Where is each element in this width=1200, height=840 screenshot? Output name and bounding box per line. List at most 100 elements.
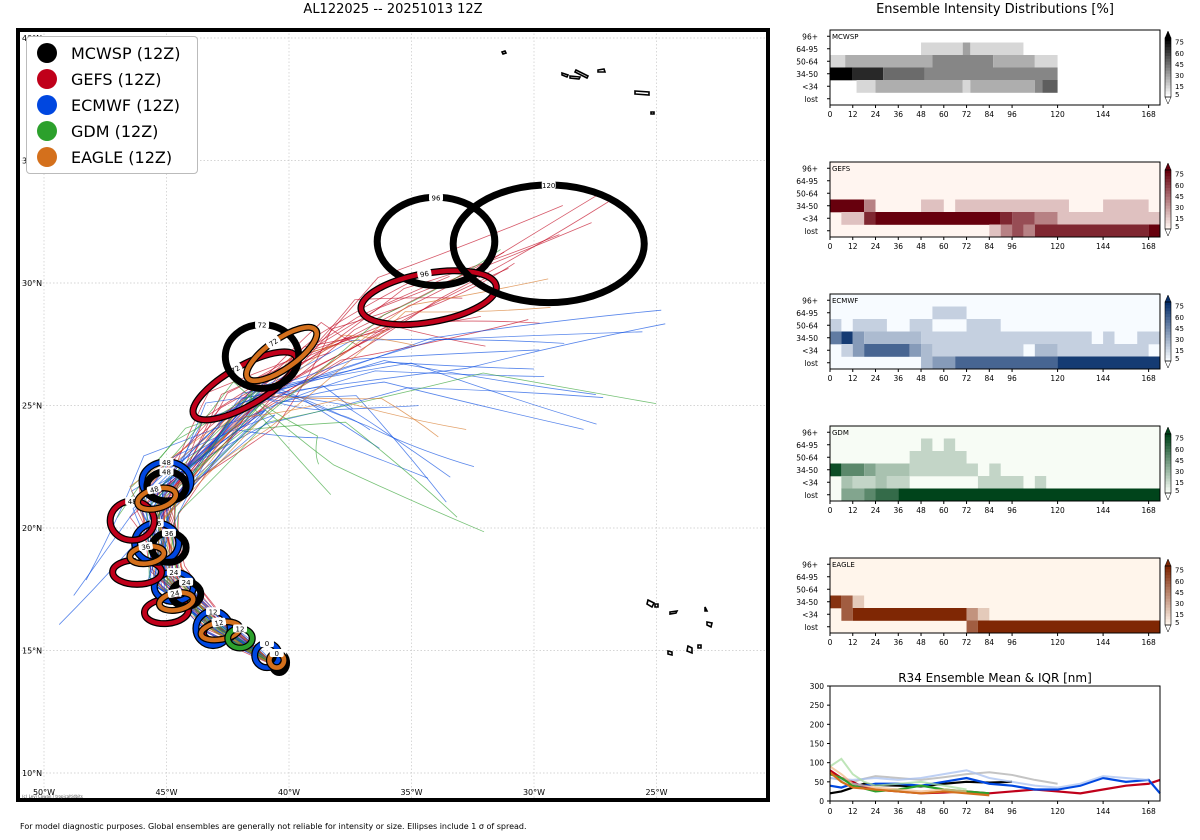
heatmap-cell bbox=[841, 488, 865, 502]
legend-label: GEFS (12Z) bbox=[71, 69, 162, 89]
heatmap-row-label: 50-64 bbox=[796, 321, 818, 330]
heatmap-x-tick: 12 bbox=[848, 638, 858, 647]
legend-label: ECMWF (12Z) bbox=[71, 95, 180, 115]
heatmap-cell bbox=[962, 42, 971, 56]
footnote: For model diagnostic purposes. Global en… bbox=[20, 822, 527, 831]
heatmap-row-label: lost bbox=[804, 95, 818, 104]
heatmap-cell bbox=[841, 476, 853, 489]
heatmap-cell bbox=[943, 438, 956, 452]
heatmap-row-label: lost bbox=[804, 623, 818, 632]
colorbar-step bbox=[1165, 322, 1171, 326]
colorbar-label: 15 bbox=[1175, 215, 1184, 223]
heatmap-cell bbox=[1000, 224, 1013, 238]
heatmap-cell bbox=[966, 620, 978, 634]
colorbar-label: 15 bbox=[1175, 347, 1184, 355]
colorbar-label: 5 bbox=[1175, 223, 1179, 231]
heatmap-cell bbox=[909, 463, 978, 477]
heatmap-x-tick: 48 bbox=[916, 374, 926, 383]
colorbar-step bbox=[1165, 460, 1171, 464]
colorbar-step bbox=[1165, 310, 1171, 315]
heatmap-x-tick: 168 bbox=[1141, 110, 1156, 119]
ellipse-hour-label: 36 bbox=[141, 543, 151, 552]
ellipse-label-bg bbox=[211, 617, 227, 628]
colorbar-label: 75 bbox=[1175, 171, 1184, 179]
heatmap-x-tick: 168 bbox=[1141, 242, 1156, 251]
heatmap-cell bbox=[921, 344, 933, 357]
colorbar-frame bbox=[1164, 565, 1172, 626]
forecast-ellipse: 24 bbox=[155, 588, 197, 614]
heatmap-x-tick: 144 bbox=[1096, 638, 1111, 647]
ellipse-hour-label: 0 bbox=[265, 640, 269, 648]
island bbox=[650, 111, 655, 115]
heatmap-row-label: lost bbox=[804, 227, 818, 236]
colorbar-step bbox=[1165, 331, 1171, 335]
heatmap-cell bbox=[921, 199, 944, 213]
heatmap-cell bbox=[864, 488, 876, 502]
island bbox=[704, 606, 709, 612]
heatmap-cell bbox=[852, 608, 967, 621]
ellipse-label-bg bbox=[429, 193, 443, 202]
r34-y-tick: 0 bbox=[819, 797, 824, 806]
colorbar-step bbox=[1165, 58, 1171, 62]
colorbar-step bbox=[1165, 313, 1171, 318]
heatmap-cell bbox=[909, 344, 922, 357]
heatmap-x-tick: 24 bbox=[871, 242, 881, 251]
island bbox=[686, 644, 693, 655]
heatmap-cell bbox=[830, 55, 846, 68]
heatmap-x-tick: 84 bbox=[985, 242, 995, 251]
colorbar-step bbox=[1165, 91, 1171, 95]
colorbar-step bbox=[1165, 346, 1171, 350]
colorbar-step bbox=[1165, 175, 1171, 180]
lon-tick-label: 45°W bbox=[155, 788, 177, 797]
colorbar-step bbox=[1165, 568, 1171, 573]
colorbar-label: 30 bbox=[1175, 468, 1184, 476]
heatmap-x-tick: 144 bbox=[1096, 374, 1111, 383]
island bbox=[646, 598, 656, 609]
colorbar-step bbox=[1165, 40, 1171, 45]
colorbar-step bbox=[1165, 442, 1171, 447]
heatmap-row-label: <34 bbox=[802, 82, 818, 91]
heatmap-row-label: 64-95 bbox=[796, 45, 818, 54]
heatmap-cell bbox=[864, 199, 876, 213]
heatmap-x-tick: 96 bbox=[1007, 110, 1017, 119]
ellipse-hour-label: 12 bbox=[236, 625, 245, 633]
heatmap-x-tick: 0 bbox=[828, 110, 833, 119]
heatmap-cell bbox=[977, 620, 1160, 634]
heatmap-x-tick: 60 bbox=[939, 638, 949, 647]
colorbar-step bbox=[1165, 445, 1171, 450]
colorbar-step bbox=[1165, 577, 1171, 582]
island bbox=[654, 603, 659, 608]
ellipse-hour-label: 72 bbox=[258, 322, 267, 330]
heatmap-gdm: GDM 96+ 64-95 50-64 34-50 <34 lost 0 12 24 36 48 60 7… bbox=[796, 425, 1184, 515]
heatmap-x-tick: 0 bbox=[828, 506, 833, 515]
colorbar-step bbox=[1165, 190, 1171, 194]
colorbar-step bbox=[1165, 448, 1171, 452]
r34-y-tick: 250 bbox=[810, 701, 825, 710]
colorbar-arrow-bottom bbox=[1164, 228, 1172, 237]
heatmap-row-label: 34-50 bbox=[796, 70, 818, 79]
colorbar-step bbox=[1165, 88, 1171, 92]
heatmap-x-tick: 72 bbox=[962, 242, 972, 251]
heatmap-cell bbox=[1057, 356, 1160, 370]
colorbar-step bbox=[1165, 73, 1171, 77]
lon-tick-label: 35°W bbox=[400, 788, 422, 797]
colorbar-label: 75 bbox=[1175, 567, 1184, 575]
colorbar-arrow-bottom bbox=[1164, 624, 1172, 633]
island bbox=[573, 68, 590, 80]
ellipse-label-bg bbox=[159, 467, 174, 476]
colorbar-step bbox=[1165, 325, 1171, 329]
colorbar-step bbox=[1165, 604, 1171, 608]
heatmap-cell bbox=[932, 55, 994, 68]
heatmap-cell bbox=[875, 463, 910, 477]
heatmap-cell bbox=[841, 608, 853, 621]
ellipse-label-bg bbox=[179, 577, 194, 586]
lon-tick-label: 40°W bbox=[278, 788, 300, 797]
map-legend: MCWSP (12Z) GEFS (12Z) ECMWF (12Z) GDM (… bbox=[26, 36, 198, 174]
ensemble-panels: MCWSP 96+ 64-95 50-64 34-50 <34 lost 0 12 24 36 48 6… bbox=[796, 29, 1184, 816]
colorbar-step bbox=[1165, 94, 1171, 98]
r34-series-eagle-iqr bbox=[829, 765, 967, 793]
heatmap-cell bbox=[1034, 55, 1058, 68]
heatmap-cell bbox=[989, 463, 1001, 477]
legend-item-eagle: EAGLE (12Z) bbox=[37, 146, 172, 168]
colorbar-step bbox=[1165, 566, 1171, 570]
